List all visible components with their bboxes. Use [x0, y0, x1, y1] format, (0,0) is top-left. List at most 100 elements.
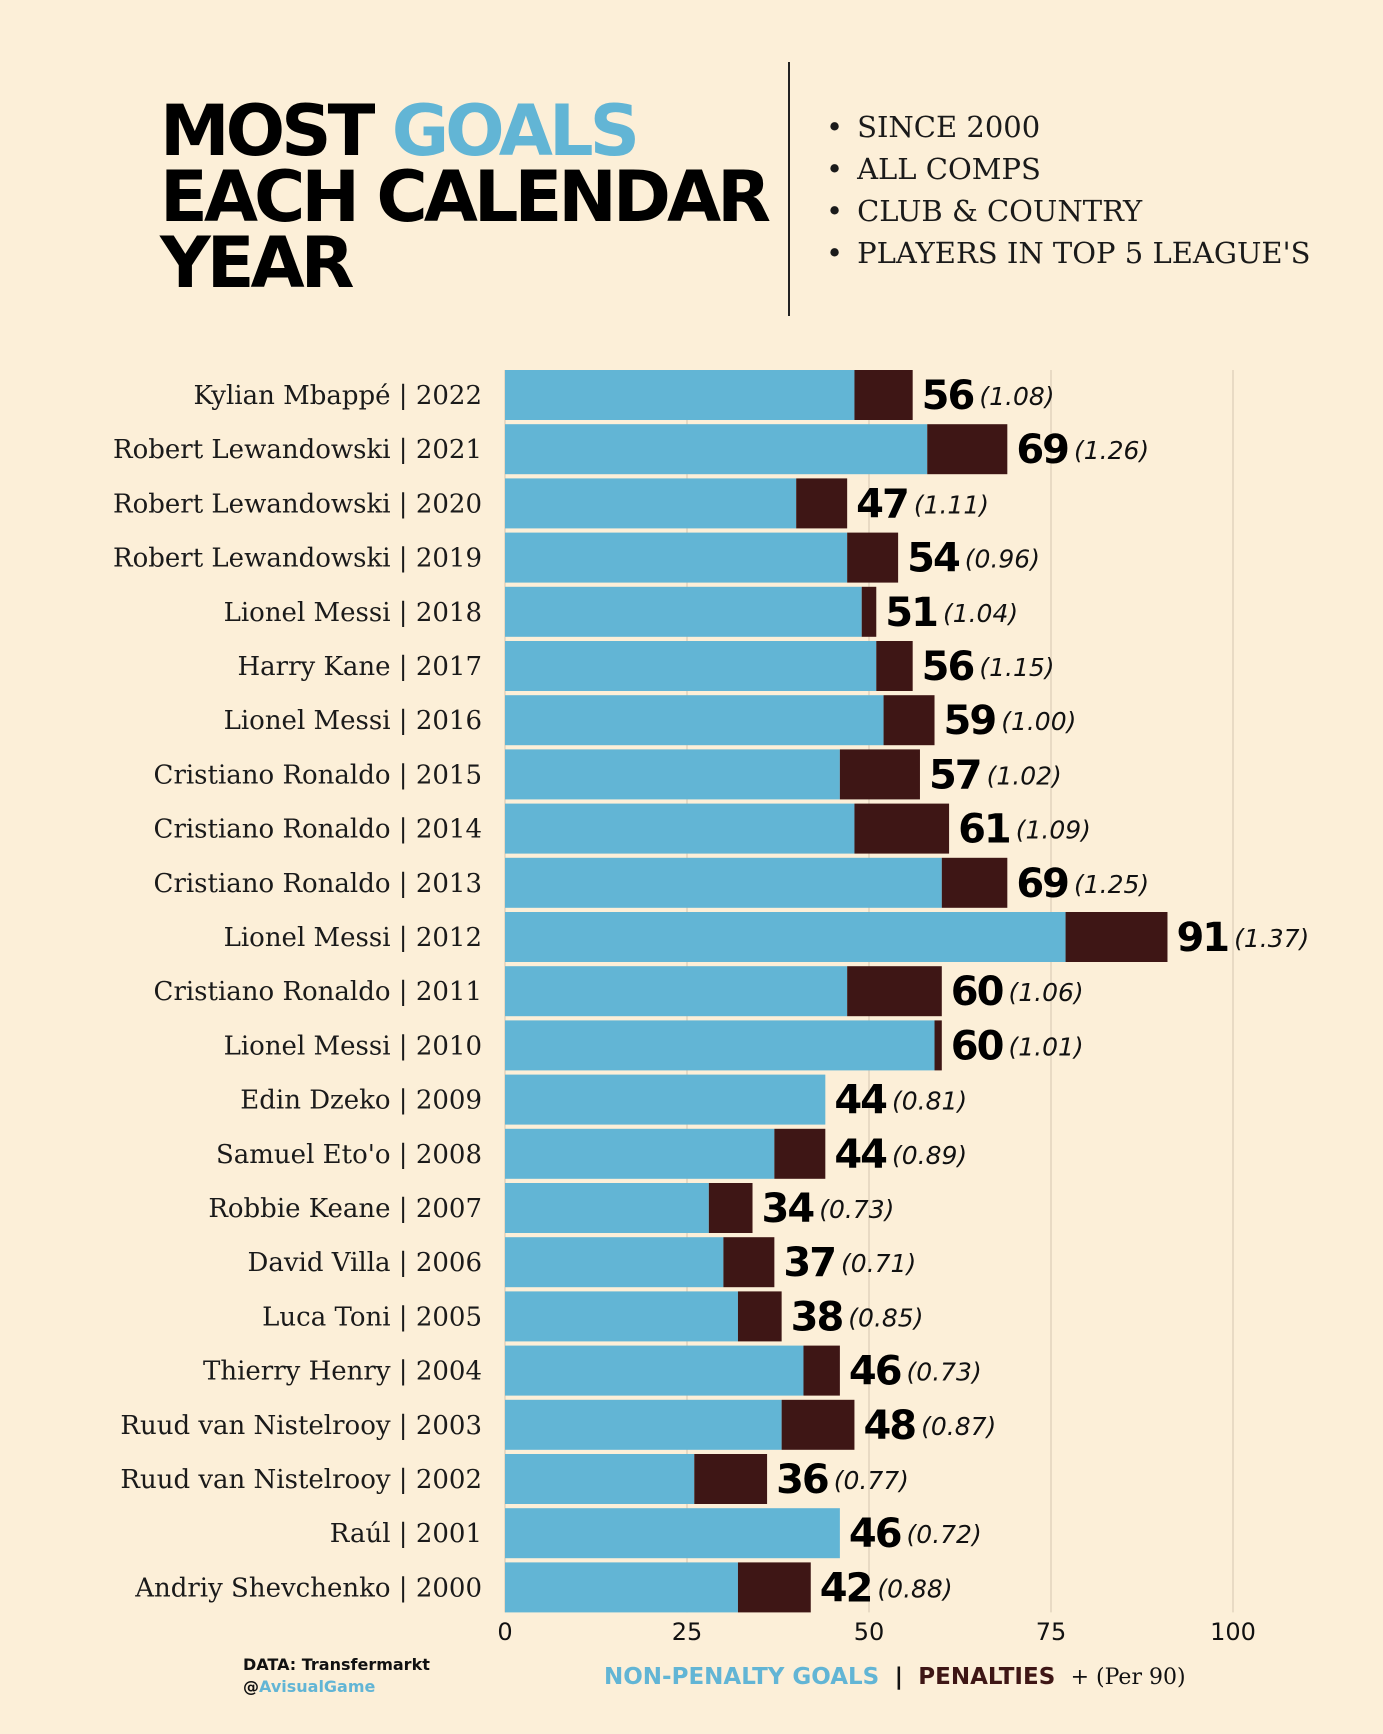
- category-label: Raúl | 2001: [330, 1519, 482, 1549]
- bar-non-penalty: [505, 1508, 840, 1559]
- per90-label: (0.72): [907, 1520, 982, 1549]
- per90-label: (0.73): [907, 1358, 982, 1387]
- total-label: 57: [929, 752, 981, 798]
- title-line-2: EACH CALENDAR: [160, 156, 771, 238]
- category-label: Cristiano Ronaldo | 2015: [154, 760, 482, 790]
- total-label: 69: [1016, 861, 1068, 907]
- per90-label: (0.87): [921, 1412, 996, 1441]
- total-label: 44: [834, 1132, 886, 1178]
- total-label: 44: [834, 1078, 886, 1124]
- category-label: Lionel Messi | 2016: [224, 706, 482, 736]
- per90-label: (1.37): [1234, 924, 1309, 953]
- per90-label: (1.09): [1016, 816, 1091, 845]
- per90-label: (1.06): [1008, 978, 1083, 1007]
- per90-label: (1.01): [1008, 1032, 1083, 1061]
- category-label: Edin Dzeko | 2009: [240, 1086, 482, 1116]
- per90-label: (1.25): [1074, 870, 1149, 899]
- x-tick-label: 75: [1036, 1618, 1067, 1646]
- handle-prefix: @: [243, 1677, 259, 1696]
- total-label: 61: [958, 807, 1010, 853]
- bar-non-penalty: [505, 424, 928, 475]
- source-text: DATA: Transfermarkt: [243, 1655, 430, 1674]
- bar-non-penalty: [505, 1020, 935, 1071]
- bar-non-penalty: [505, 1128, 775, 1179]
- per90-label: (1.00): [1001, 707, 1076, 736]
- bar-penalties: [847, 532, 899, 583]
- per90-label: (0.71): [841, 1249, 916, 1278]
- bar-penalties: [737, 1291, 782, 1342]
- x-tick-label: 50: [854, 1618, 885, 1646]
- total-label: 56: [922, 644, 974, 690]
- bar-non-penalty: [505, 586, 862, 637]
- category-label: Ruud van Nistelrooy | 2002: [120, 1465, 482, 1495]
- category-label: Luca Toni | 2005: [262, 1302, 482, 1332]
- per90-label: (0.81): [892, 1087, 967, 1116]
- x-tick-label: 25: [672, 1618, 703, 1646]
- criteria-item: SINCE 2000: [826, 106, 1310, 148]
- data-source: DATA: Transfermarkt @AvisualGame: [243, 1654, 430, 1698]
- category-label: Robbie Keane | 2007: [208, 1194, 482, 1224]
- bar-penalties: [796, 478, 848, 529]
- per90-label: (1.08): [979, 382, 1054, 411]
- bar-penalties: [861, 586, 877, 637]
- category-label: Robert Lewandowski | 2021: [113, 435, 482, 465]
- per90-label: (1.11): [914, 490, 989, 519]
- category-label: Cristiano Ronaldo | 2013: [154, 869, 482, 899]
- total-label: 34: [762, 1186, 814, 1232]
- per90-label: (1.15): [979, 653, 1054, 682]
- total-label: 54: [907, 536, 959, 582]
- bar-penalties: [708, 1183, 753, 1233]
- bar-penalties: [847, 966, 942, 1017]
- category-label: Harry Kane | 2017: [238, 652, 483, 682]
- bar-non-penalty: [505, 695, 884, 746]
- bar-non-penalty: [505, 912, 1066, 962]
- bar-non-penalty: [505, 1345, 804, 1396]
- total-label: 47: [856, 481, 908, 527]
- category-label: Ruud van Nistelrooy | 2003: [120, 1411, 482, 1441]
- bar-penalties: [774, 1128, 826, 1179]
- bar-non-penalty: [505, 370, 855, 420]
- bar-penalties: [1065, 912, 1168, 962]
- criteria-item: PLAYERS IN TOP 5 LEAGUE'S: [826, 232, 1310, 274]
- criteria-list: SINCE 2000 ALL COMPS CLUB & COUNTRY PLAY…: [826, 106, 1310, 274]
- bar-penalties: [781, 1399, 855, 1450]
- category-label: Lionel Messi | 2010: [224, 1031, 482, 1061]
- bar-non-penalty: [505, 1562, 738, 1613]
- bar-non-penalty: [505, 1454, 695, 1504]
- per90-label: (0.89): [892, 1141, 967, 1170]
- bar-non-penalty: [505, 857, 942, 908]
- category-label: Lionel Messi | 2012: [224, 923, 482, 953]
- bar-penalties: [883, 695, 935, 746]
- legend-penalties: PENALTIES: [918, 1664, 1056, 1690]
- title-word-most: MOST: [160, 90, 375, 172]
- criteria-item: ALL COMPS: [826, 148, 1310, 190]
- bar-non-penalty: [505, 803, 855, 854]
- category-label: Thierry Henry | 2004: [203, 1357, 482, 1387]
- title-line-1: MOST GOALS: [160, 96, 767, 166]
- per90-label: (0.96): [965, 545, 1040, 574]
- total-label: 46: [849, 1349, 901, 1395]
- bar-penalties: [927, 424, 1008, 475]
- total-label: 91: [1176, 915, 1228, 961]
- category-label: Samuel Eto'o | 2008: [216, 1140, 482, 1170]
- legend-per90: + (Per 90): [1070, 1665, 1186, 1690]
- category-label: Andriy Shevchenko | 2000: [134, 1573, 482, 1603]
- total-label: 36: [776, 1457, 828, 1503]
- bar-penalties: [854, 370, 913, 420]
- title-line-3: YEAR: [160, 222, 355, 304]
- total-label: 56: [922, 373, 974, 419]
- author-handle: @AvisualGame: [243, 1676, 430, 1698]
- total-label: 51: [885, 590, 937, 636]
- header-divider: [788, 62, 790, 316]
- bar-penalties: [723, 1237, 775, 1288]
- x-tick-label: 0: [497, 1618, 512, 1646]
- bar-non-penalty: [505, 641, 877, 691]
- handle-name: AvisualGame: [259, 1677, 376, 1696]
- bar-non-penalty: [505, 1237, 724, 1288]
- criteria-item: CLUB & COUNTRY: [826, 190, 1310, 232]
- bar-non-penalty: [505, 749, 840, 800]
- per90-label: (0.73): [819, 1195, 894, 1224]
- category-label: Kylian Mbappé | 2022: [194, 381, 483, 411]
- x-tick-label: 100: [1210, 1618, 1256, 1646]
- bar-penalties: [941, 857, 1008, 908]
